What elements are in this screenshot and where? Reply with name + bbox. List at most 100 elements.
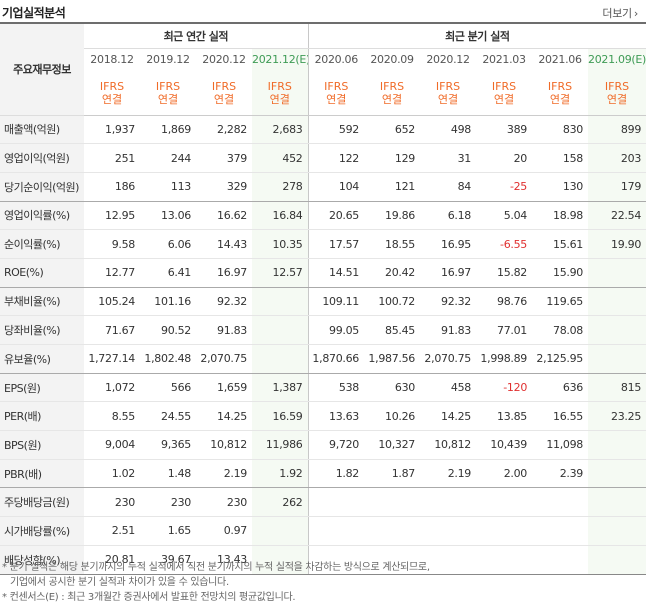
value-cell: 78.08	[532, 315, 589, 345]
footnotes: * 분기 실적은 해당 분기까지의 누적 실적에서 직전 분기까지의 누적 실적…	[2, 560, 430, 605]
value-cell: -6.55	[476, 229, 533, 259]
financial-table: 주요재무정보 최근 연간 실적 최근 분기 실적 2018.12 2019.12 2…	[0, 22, 646, 575]
consolidated-line: 연결	[549, 92, 571, 106]
value-cell: 1.02	[84, 459, 140, 489]
value-cell: 31	[420, 143, 477, 173]
value-cell: 6.18	[420, 201, 477, 231]
row-label: 영업이익률(%)	[0, 201, 84, 231]
value-cell: 1.92	[252, 459, 309, 489]
ifrs-line: IFRS	[267, 79, 292, 93]
value-cell: 20.81	[84, 545, 140, 575]
value-cell: 262	[252, 487, 309, 518]
value-cell: 2,125.95	[532, 344, 589, 374]
value-cell	[588, 545, 646, 575]
consolidated-line: 연결	[213, 92, 235, 106]
ifrs-line: IFRS	[379, 79, 405, 93]
row-label: 유보율(%)	[0, 344, 84, 374]
value-cell: 16.97	[420, 258, 477, 288]
value-cell: 538	[307, 373, 365, 403]
value-cell: 452	[252, 143, 309, 173]
consolidated-line: 연결	[157, 92, 179, 106]
value-cell: 10,439	[476, 430, 533, 460]
value-cell: 1.65	[140, 516, 196, 546]
value-cell: 2,683	[252, 115, 309, 145]
value-cell: 1,659	[196, 373, 252, 403]
value-cell: 12.57	[252, 258, 309, 288]
value-cell: 13.85	[476, 401, 533, 432]
value-cell: 17.57	[307, 229, 365, 259]
value-cell: 251	[84, 143, 140, 173]
table-row: ROE(%) 12.77 6.41 16.97 12.57 14.51 20.42 16.97…	[0, 258, 646, 288]
value-cell: 230	[84, 487, 140, 518]
period-header: 2020.09	[370, 53, 414, 67]
more-label[interactable]: 더보기	[602, 7, 632, 20]
value-cell: 830	[532, 115, 589, 145]
value-cell: 101.16	[140, 287, 196, 317]
value-cell	[588, 459, 646, 489]
row-label: ROE(%)	[0, 258, 84, 288]
period-header: 2018.12	[90, 53, 134, 67]
quarter-group-header: 최근 분기 실적	[307, 22, 646, 49]
value-cell: 498	[420, 115, 477, 145]
table-row: PBR(배) 1.02 1.48 2.19 1.92 1.82 1.87 2.19 2.00 2.…	[0, 459, 646, 489]
value-cell	[364, 487, 421, 518]
chevron-right-icon[interactable]: ›	[633, 7, 638, 20]
value-cell: 13.43	[196, 545, 252, 575]
value-cell: 105.24	[84, 287, 140, 317]
value-cell: 179	[588, 172, 646, 202]
table-row: 당좌비율(%) 71.67 90.52 91.83 99.05 85.45 91.83 77.…	[0, 315, 646, 345]
value-cell: 2.19	[196, 459, 252, 489]
value-cell: 121	[364, 172, 421, 202]
table-row: EPS(원) 1,072 566 1,659 1,387 538 630 458 -120 636…	[0, 373, 646, 403]
footnote-2: * 컨센서스(E) : 최근 3개월간 증권사에서 발표한 전망치의 평균값입니…	[2, 592, 296, 603]
value-cell: 158	[532, 143, 589, 173]
row-label: 매출액(억원)	[0, 115, 84, 145]
ifrs-line: IFRS	[324, 79, 349, 93]
value-cell	[364, 516, 421, 546]
ifrs-line: IFRS	[211, 79, 237, 93]
value-cell: 1,987.56	[364, 344, 421, 374]
value-cell	[532, 487, 589, 518]
period-header: 2021.03	[482, 53, 526, 67]
value-cell: 278	[252, 172, 309, 202]
value-cell: 244	[140, 143, 196, 173]
value-cell	[588, 516, 646, 546]
value-cell: 12.95	[84, 201, 140, 231]
row-label: 부채비율(%)	[0, 287, 84, 317]
more-link[interactable]: 더보기 ›	[600, 5, 638, 21]
value-cell: 11,098	[532, 430, 589, 460]
value-cell: 122	[307, 143, 365, 173]
annual-group-header: 최근 연간 실적	[84, 22, 309, 49]
table-row: 배당성향(%) 20.81 39.67 13.43	[0, 545, 646, 575]
value-cell	[588, 287, 646, 317]
period-header: 2021.06	[538, 53, 582, 67]
value-cell: 10,812	[196, 430, 252, 460]
footnote-1-cont: 기업에서 공시한 분기 실적과 차이가 있을 수 있습니다.	[10, 577, 229, 588]
table-row: 유보율(%) 1,727.14 1,802.48 2,070.75 1,870.66 1,…	[0, 344, 646, 374]
period-header: 2021.09(E)	[588, 48, 646, 71]
value-cell: 652	[364, 115, 421, 145]
value-cell	[588, 258, 646, 288]
value-cell: 129	[364, 143, 421, 173]
value-cell: 329	[196, 172, 252, 202]
ifrs-line: IFRS	[604, 79, 630, 93]
value-cell: 6.41	[140, 258, 196, 288]
consolidated-line: 연결	[269, 92, 290, 106]
value-cell	[532, 545, 589, 575]
value-cell: 592	[307, 115, 365, 145]
value-cell: 1.87	[364, 459, 421, 489]
ifrs-label: IFRS 연결	[476, 71, 533, 116]
value-cell: 1,869	[140, 115, 196, 145]
ifrs-line: IFRS	[155, 79, 181, 93]
value-cell: 815	[588, 373, 646, 403]
value-cell: 458	[420, 373, 477, 403]
value-cell: 84	[420, 172, 477, 202]
ifrs-line: IFRS	[547, 79, 573, 93]
value-cell: 1,727.14	[84, 344, 140, 374]
value-cell: 12.77	[84, 258, 140, 288]
value-cell: 9,365	[140, 430, 196, 460]
value-cell: 98.76	[476, 287, 533, 317]
value-cell: 71.67	[84, 315, 140, 345]
ifrs-label: IFRS 연결	[252, 71, 309, 116]
value-cell	[364, 545, 421, 575]
